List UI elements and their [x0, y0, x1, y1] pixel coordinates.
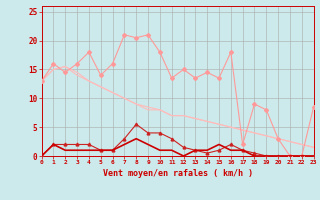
X-axis label: Vent moyen/en rafales ( km/h ): Vent moyen/en rafales ( km/h ) — [103, 169, 252, 178]
